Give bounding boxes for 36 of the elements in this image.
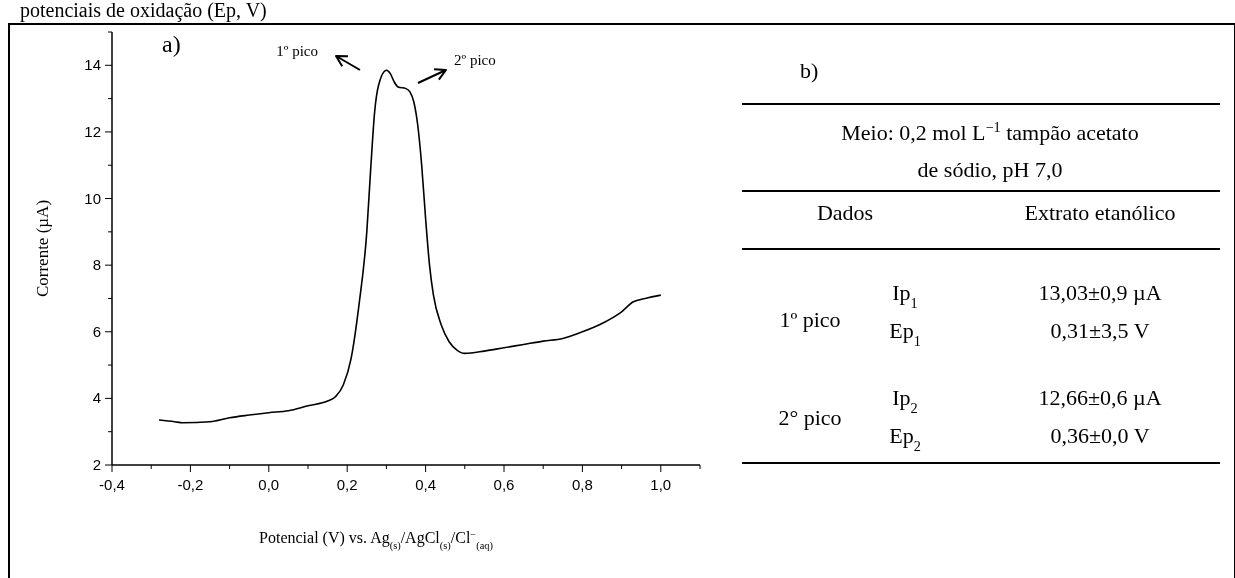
y-tick-label: 2 — [92, 456, 101, 473]
text: 0,31±3,5 V — [1050, 318, 1150, 343]
annotation: 1º pico — [276, 43, 318, 59]
text: Ip$_{2}$ — [892, 385, 918, 416]
text: Meio: 0,2 mol L$^{−1}$ tampão acetato — [841, 119, 1139, 145]
text: Ep$_{2}$ — [889, 423, 921, 454]
text: Extrato etanólico — [1024, 200, 1176, 225]
x-tick-label: -0,4 — [99, 476, 125, 493]
x-tick-label: 1,0 — [650, 476, 672, 493]
x-tick-label: 0,0 — [258, 476, 280, 493]
y-tick-label: 4 — [92, 389, 101, 407]
text: 13,03±0,9 µA — [1038, 280, 1162, 305]
x-tick-label: 0,4 — [415, 476, 437, 493]
text: 0,36±0,0 V — [1050, 423, 1150, 448]
chart-title: potenciais de oxidação (Ep, V) — [20, 0, 267, 22]
text: b) — [800, 58, 819, 83]
x-tick-label: 0,6 — [493, 476, 515, 493]
y-tick-label: 8 — [92, 256, 101, 274]
x-tick-label: 0,8 — [571, 476, 593, 493]
line-series — [158, 69, 662, 424]
x-tick-label: 0,2 — [336, 476, 358, 493]
annotation: 2º pico — [454, 52, 496, 68]
y-tick-label: 12 — [84, 122, 101, 140]
text: Dados — [816, 200, 874, 225]
text: 12,66±0,6 µA — [1038, 385, 1162, 410]
annotation: a) — [162, 31, 181, 57]
y-tick-label: 14 — [84, 56, 101, 74]
text: Ip$_{1}$ — [892, 280, 918, 311]
text: 2° pico — [778, 405, 842, 430]
y-tick-label: 10 — [84, 189, 101, 207]
x-tick-label: -0,2 — [177, 476, 204, 493]
y-tick-label: 6 — [92, 322, 101, 340]
text: de sódio, pH 7,0 — [917, 157, 1063, 182]
y-axis-title: Corrente (µA) — [33, 199, 52, 298]
text: Ep$_{1}$ — [889, 318, 921, 349]
text: 1º pico — [779, 307, 841, 332]
